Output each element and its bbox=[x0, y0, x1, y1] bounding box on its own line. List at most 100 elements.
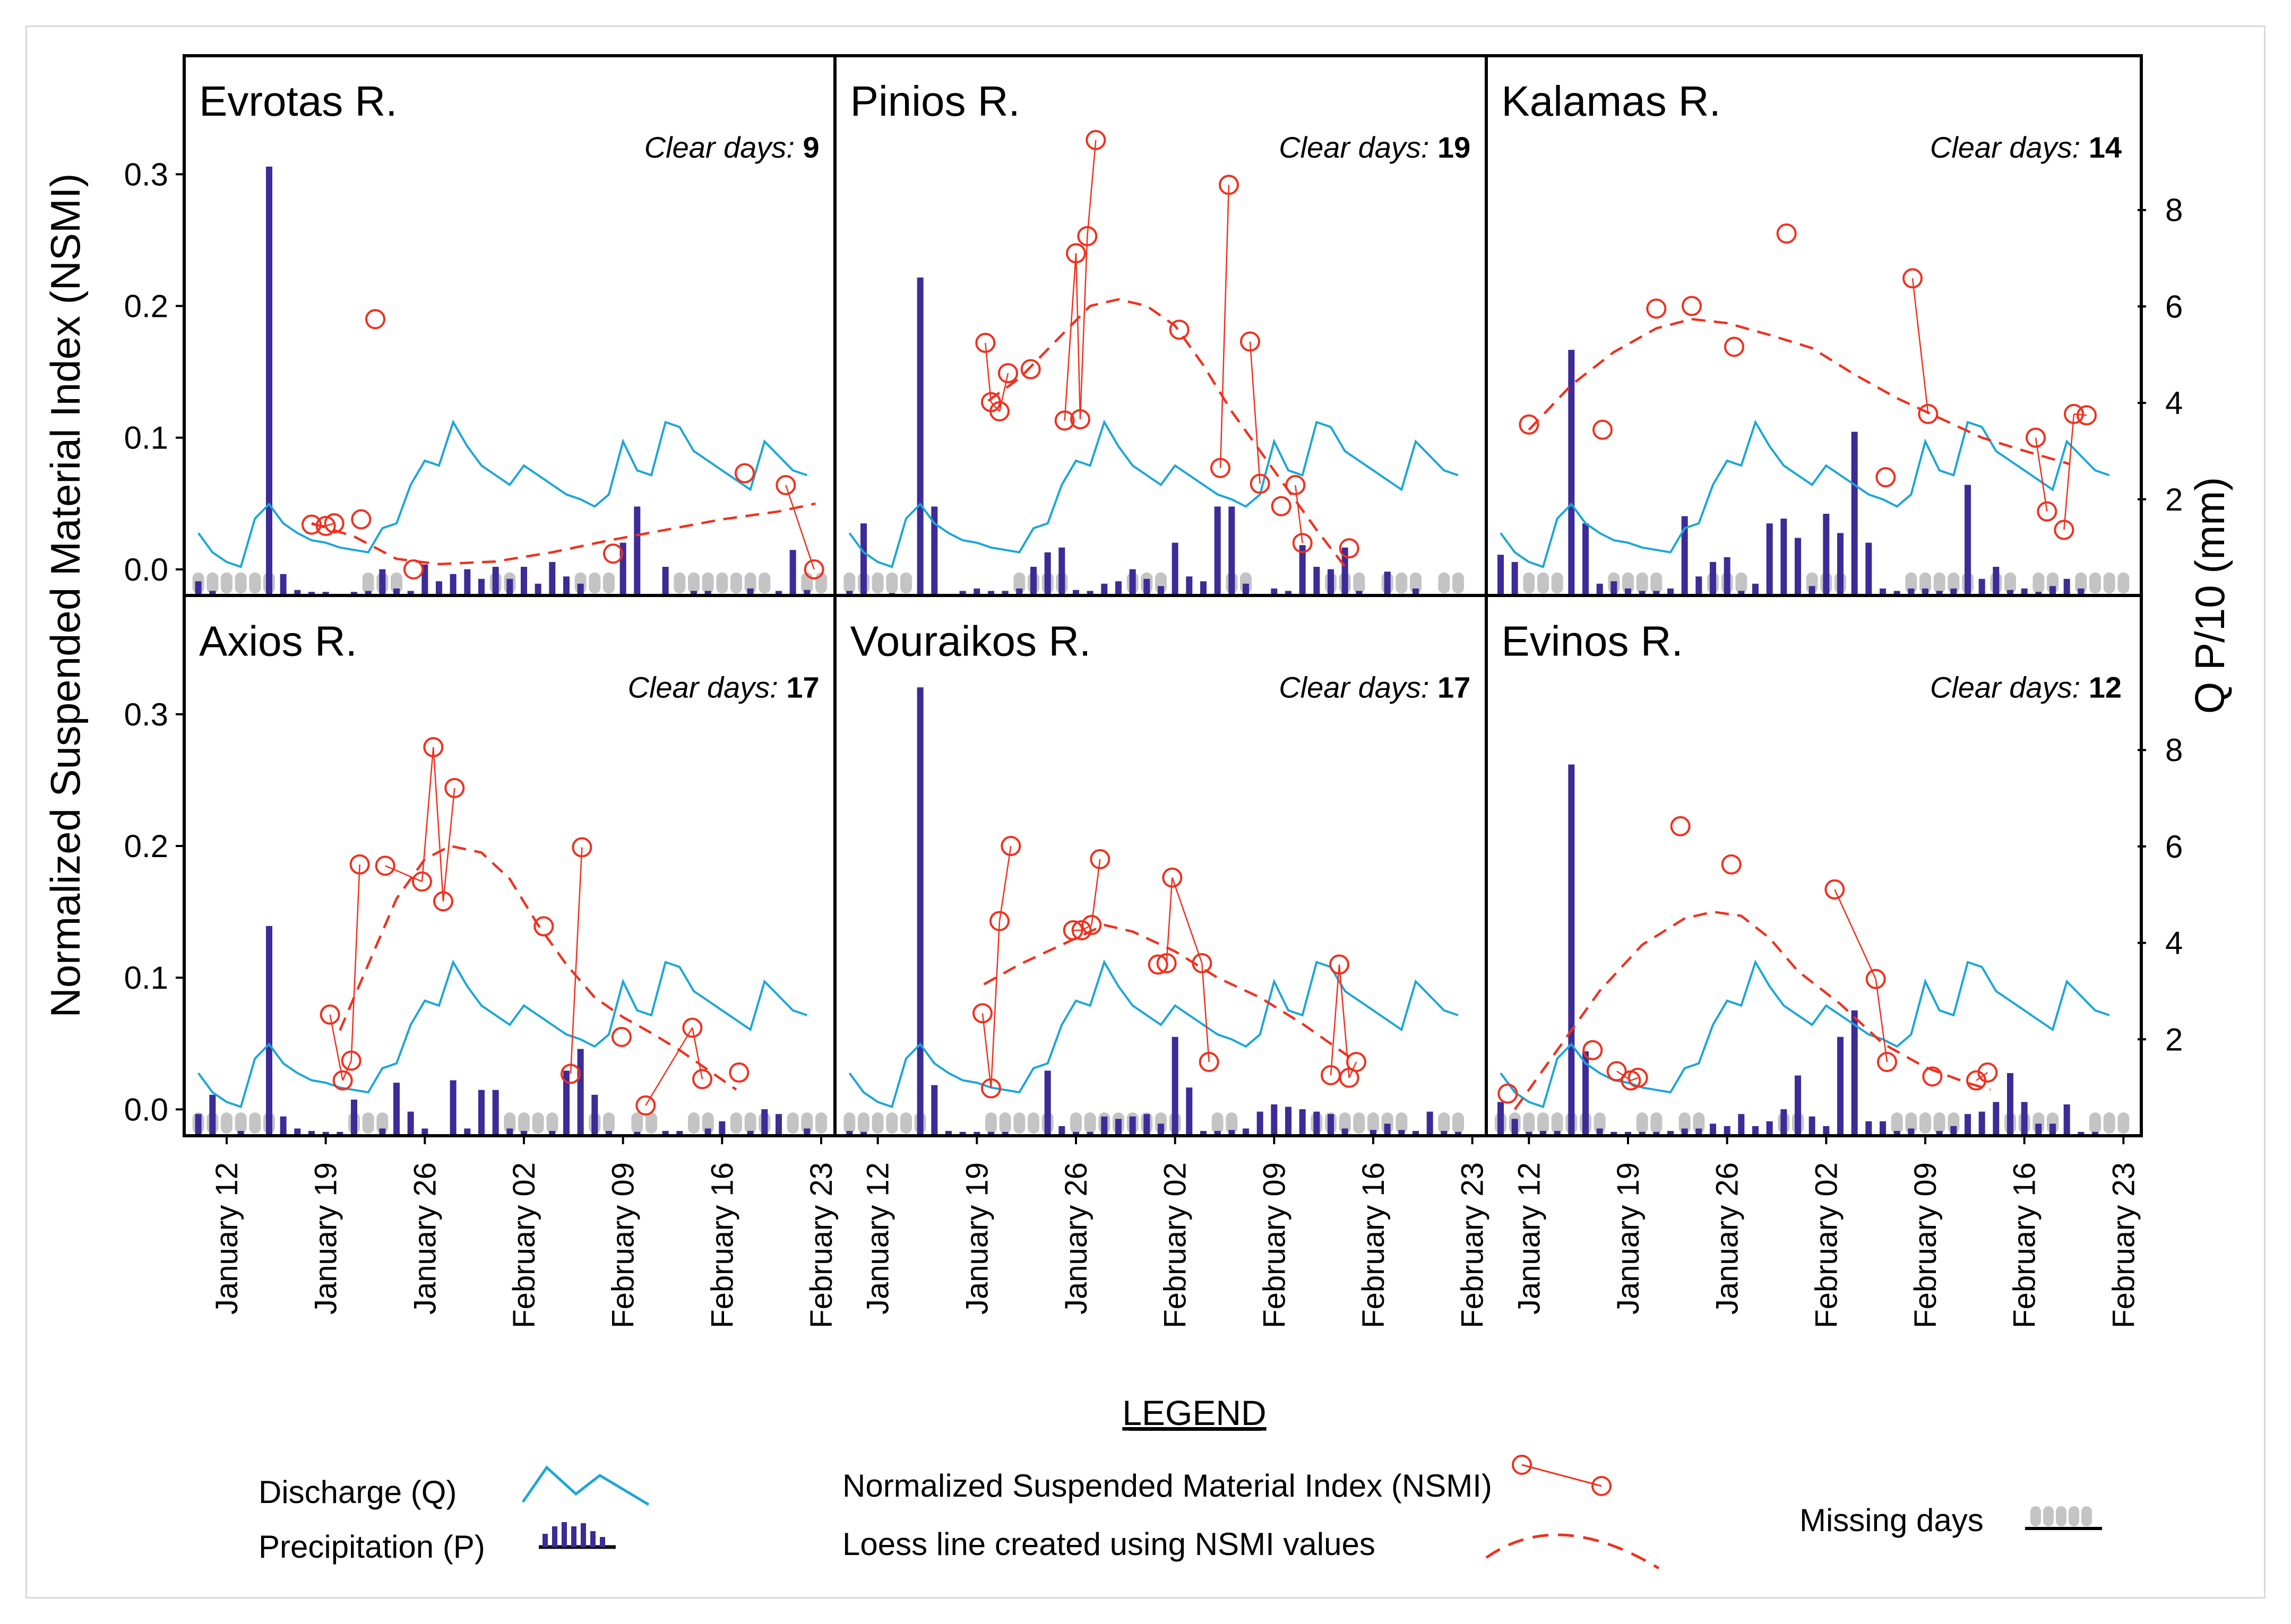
nsmi-point bbox=[1001, 836, 1021, 857]
precipitation-bar bbox=[1568, 350, 1575, 596]
precipitation-bar bbox=[1228, 1130, 1235, 1136]
missing-day-marker bbox=[1948, 572, 1960, 594]
nsmi-connector bbox=[433, 747, 444, 902]
nsmi-point bbox=[1776, 223, 1797, 244]
discharge-line bbox=[1500, 960, 2110, 1109]
y-tick-label-left: 0.3 bbox=[124, 157, 168, 192]
precipitation-bar bbox=[662, 566, 669, 596]
precipitation-bar bbox=[450, 574, 457, 596]
nsmi-point bbox=[1875, 467, 1896, 488]
precipitation-bar bbox=[2035, 592, 2042, 596]
x-tick-label: February 23 bbox=[2106, 1162, 2141, 1328]
nsmi-point bbox=[302, 514, 322, 535]
nsmi-connector bbox=[329, 1014, 343, 1081]
clear-days-label: Clear days: 17 bbox=[1279, 671, 1470, 704]
nsmi-point bbox=[1922, 1066, 1943, 1087]
nsmi-point bbox=[1865, 969, 1886, 989]
missing-day-marker bbox=[589, 572, 601, 594]
missing-day-marker bbox=[744, 1112, 756, 1134]
missing-day-marker bbox=[1013, 1112, 1026, 1134]
missing-day-marker bbox=[744, 572, 756, 594]
missing-day-marker bbox=[843, 1112, 856, 1134]
nsmi-point bbox=[572, 837, 592, 858]
missing-day-marker bbox=[1452, 572, 1465, 594]
precipitation-bar bbox=[1087, 1131, 1093, 1136]
precipitation-bar bbox=[2078, 1131, 2085, 1136]
nsmi-loess-line bbox=[339, 844, 737, 1091]
precipitation-bar bbox=[1936, 1130, 1943, 1136]
precipitation-bar bbox=[606, 1130, 613, 1136]
nsmi-point bbox=[1148, 954, 1168, 975]
nsmi-point bbox=[2054, 520, 2074, 540]
nsmi-point bbox=[1339, 538, 1359, 559]
precipitation-bar bbox=[1200, 1130, 1207, 1136]
nsmi-connector bbox=[350, 864, 360, 1061]
precipitation-bar bbox=[1795, 1075, 1802, 1136]
nsmi-point bbox=[1329, 954, 1350, 975]
precipitation-bar bbox=[1115, 581, 1122, 596]
precipitation-bar bbox=[308, 1130, 315, 1136]
missing-day-marker bbox=[391, 572, 403, 594]
missing-day-marker bbox=[249, 572, 261, 594]
precipitation-bar bbox=[464, 1128, 471, 1136]
missing-day-marker bbox=[759, 572, 771, 594]
nsmi-connector bbox=[342, 1060, 352, 1081]
missing-day-marker bbox=[249, 1112, 261, 1134]
nsmi-connector bbox=[2063, 413, 2075, 530]
nsmi-point bbox=[1250, 473, 1270, 494]
precipitation-bar bbox=[988, 591, 995, 596]
precipitation-bar bbox=[209, 591, 216, 596]
nsmi-point bbox=[735, 463, 755, 483]
precipitation-bar bbox=[1766, 523, 1773, 596]
missing-day-marker bbox=[730, 572, 743, 594]
missing-day-marker bbox=[1650, 1112, 1663, 1134]
precipitation-bar bbox=[846, 591, 853, 596]
precipitation-bar bbox=[1285, 591, 1292, 596]
nsmi-loess-line bbox=[1513, 910, 1991, 1110]
nsmi-point bbox=[1081, 914, 1102, 935]
nsmi-connector bbox=[1166, 877, 1173, 963]
discharge-line bbox=[1500, 419, 2110, 568]
missing-day-marker bbox=[1438, 1112, 1450, 1134]
precipitation-bar bbox=[1752, 1126, 1759, 1136]
nsmi-connector bbox=[1976, 1072, 1988, 1081]
nsmi-points bbox=[1519, 223, 2097, 540]
nsmi-point bbox=[1063, 920, 1083, 940]
precipitation-bar bbox=[1639, 1131, 1646, 1136]
nsmi-point bbox=[1646, 298, 1667, 319]
x-tick-label: February 23 bbox=[1455, 1162, 1490, 1328]
precipitation-bar bbox=[1129, 569, 1136, 596]
precipitation-bar bbox=[917, 277, 924, 596]
nsmi-connector bbox=[1834, 889, 1876, 980]
precipitation-bar bbox=[945, 1130, 952, 1136]
nsmi-points bbox=[975, 129, 1359, 559]
precipitation-bar bbox=[1158, 1124, 1165, 1136]
nsmi-point bbox=[1285, 475, 1306, 496]
precipitation-bar bbox=[478, 1090, 485, 1136]
missing-day-marker bbox=[1438, 572, 1450, 594]
precipitation-bar bbox=[1639, 591, 1646, 596]
missing-day-marker bbox=[730, 1112, 743, 1134]
clear-days-value: 14 bbox=[2089, 131, 2122, 164]
precipitation-bar bbox=[577, 583, 584, 596]
clear-days-label: Clear days: 19 bbox=[1279, 131, 1470, 164]
nsmi-point bbox=[332, 1070, 353, 1091]
missing-day-marker bbox=[872, 1112, 884, 1134]
precipitation-bar bbox=[1030, 566, 1037, 596]
precipitation-bar bbox=[1044, 552, 1051, 596]
missing-day-marker bbox=[645, 1112, 658, 1134]
precipitation-bar bbox=[2092, 1131, 2099, 1136]
precipitation-bars bbox=[846, 687, 1462, 1136]
nsmi-point bbox=[1877, 1052, 1898, 1073]
precipitation-bar bbox=[1724, 1126, 1730, 1136]
precipitation-bar bbox=[1752, 583, 1759, 596]
legend-precipitation-label: Precipitation (P) bbox=[259, 1529, 485, 1565]
nsmi-connector bbox=[1075, 253, 1081, 419]
precipitation-bar bbox=[1398, 1130, 1405, 1136]
precipitation-bar bbox=[421, 564, 428, 596]
nsmi-connector bbox=[385, 865, 423, 883]
missing-day-marker bbox=[999, 1112, 1011, 1134]
x-tick-label: February 09 bbox=[1257, 1162, 1291, 1328]
nsmi-point bbox=[1519, 414, 1539, 435]
precipitation-bar bbox=[407, 591, 414, 596]
